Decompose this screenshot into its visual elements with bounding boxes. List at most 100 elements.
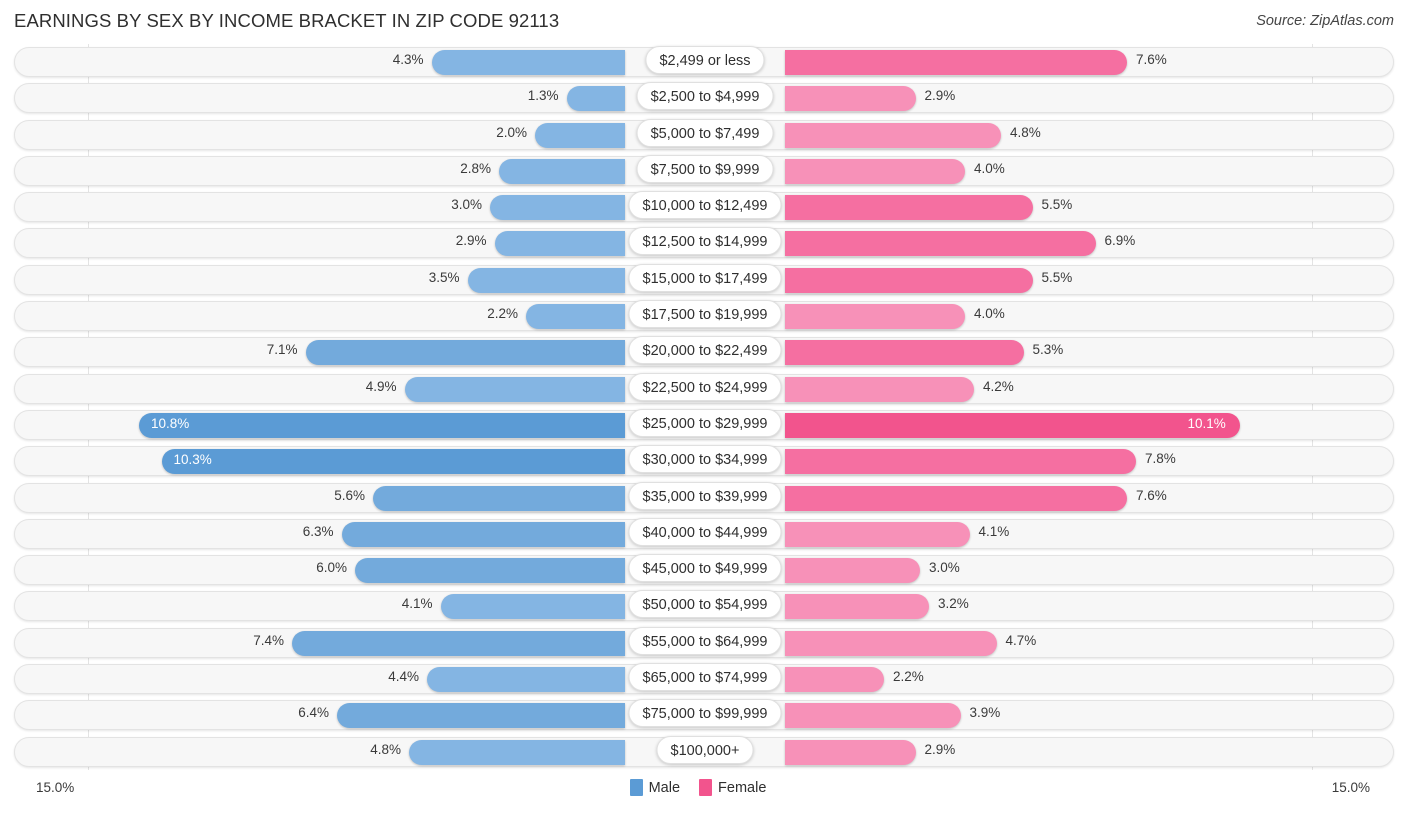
value-label-female: 5.3%: [1032, 342, 1064, 358]
bar-female[interactable]: [785, 340, 1024, 366]
legend-label-female: Female: [718, 779, 767, 796]
bar-male[interactable]: [526, 304, 625, 330]
bar-male[interactable]: [355, 558, 625, 584]
bar-female[interactable]: [785, 703, 961, 729]
chart-row[interactable]: 4.9% 4.2% $22,500 to $24,999: [0, 371, 1406, 407]
bar-female[interactable]: [785, 449, 1136, 475]
diverging-bar-chart: 4.3% 7.6% $2,499 or less 1.3% 2.9% $2,500 to …: [0, 44, 1406, 770]
chart-row[interactable]: 10.8% 10.1% $25,000 to $29,999: [0, 407, 1406, 443]
value-label-female: 2.2%: [893, 669, 924, 685]
bar-female[interactable]: [785, 231, 1096, 257]
bar-male[interactable]: [409, 739, 625, 765]
chart-row[interactable]: 3.5% 5.5% $15,000 to $17,499: [0, 262, 1406, 298]
value-label-male: 4.3%: [392, 52, 424, 67]
bar-female[interactable]: [785, 667, 884, 693]
bar-female[interactable]: [785, 558, 920, 584]
value-label-male: 7.4%: [253, 632, 284, 648]
bracket-label: $55,000 to $64,999: [628, 626, 782, 655]
bracket-label: $30,000 to $34,999: [628, 445, 782, 474]
bar-female[interactable]: [785, 122, 1001, 148]
chart-row[interactable]: 1.3% 2.9% $2,500 to $4,999: [0, 80, 1406, 116]
bracket-label: $5,000 to $7,499: [636, 118, 774, 147]
source-attribution: Source: ZipAtlas.com: [1256, 13, 1394, 29]
bar-male[interactable]: [535, 122, 625, 148]
bar-female[interactable]: [785, 376, 974, 402]
chart-row[interactable]: 10.3% 7.8% $30,000 to $34,999: [0, 443, 1406, 479]
bar-female[interactable]: [785, 267, 1033, 293]
chart-row[interactable]: 4.8% 2.9% $100,000+: [0, 734, 1406, 770]
bar-male[interactable]: [427, 667, 625, 693]
gridline: [1312, 44, 1313, 770]
bar-male[interactable]: [341, 521, 625, 547]
bar-female[interactable]: [785, 630, 997, 656]
chart-row[interactable]: 6.0% 3.0% $45,000 to $49,999: [0, 552, 1406, 588]
value-label-male: 6.0%: [316, 560, 347, 576]
bar-female[interactable]: [785, 195, 1033, 221]
bracket-label: $10,000 to $12,499: [628, 191, 782, 220]
bar-male[interactable]: [566, 86, 625, 112]
bar-female[interactable]: [785, 304, 965, 330]
bar-female[interactable]: [785, 485, 1127, 511]
value-label-male: 4.1%: [401, 596, 433, 612]
bracket-label: $100,000+: [656, 735, 754, 764]
bar-female[interactable]: [785, 521, 970, 547]
bar-male[interactable]: [490, 195, 625, 221]
value-label-female: 5.5%: [1041, 269, 1073, 285]
bar-female[interactable]: [785, 739, 916, 765]
chart-row[interactable]: 2.9% 6.9% $12,500 to $14,999: [0, 225, 1406, 261]
bar-male[interactable]: [373, 485, 625, 511]
chart-row[interactable]: 2.8% 4.0% $7,500 to $9,999: [0, 153, 1406, 189]
bar-female[interactable]: [785, 158, 965, 184]
bracket-label: $17,500 to $19,999: [628, 300, 782, 329]
bracket-label: $50,000 to $54,999: [628, 590, 782, 619]
chart-row[interactable]: 4.3% 7.6% $2,499 or less: [0, 44, 1406, 80]
bracket-label: $40,000 to $44,999: [628, 517, 782, 546]
value-label-female: 2.9%: [924, 88, 956, 104]
bar-female[interactable]: [785, 412, 1240, 438]
value-label-male: 10.3%: [173, 452, 212, 468]
value-label-male: 4.9%: [365, 378, 397, 394]
bar-male[interactable]: [494, 231, 625, 257]
chart-row[interactable]: 4.4% 2.2% $65,000 to $74,999: [0, 661, 1406, 697]
axis-label-right: 15.0%: [1331, 780, 1370, 795]
bar-male[interactable]: [404, 376, 625, 402]
bar-female[interactable]: [785, 594, 929, 620]
chart-header: EARNINGS BY SEX BY INCOME BRACKET IN ZIP…: [0, 0, 1406, 44]
chart-row[interactable]: 7.1% 5.3% $20,000 to $22,499: [0, 334, 1406, 370]
chart-row[interactable]: 7.4% 4.7% $55,000 to $64,999: [0, 625, 1406, 661]
value-label-male: 3.5%: [428, 269, 460, 285]
chart-row[interactable]: 6.4% 3.9% $75,000 to $99,999: [0, 697, 1406, 733]
bar-male[interactable]: [337, 703, 625, 729]
bar-male[interactable]: [431, 50, 625, 75]
value-label-male: 2.0%: [496, 124, 527, 140]
bar-male[interactable]: [305, 340, 625, 366]
bar-male[interactable]: [467, 267, 625, 293]
chart-row[interactable]: 6.3% 4.1% $40,000 to $44,999: [0, 516, 1406, 552]
value-label-female: 4.2%: [983, 378, 1014, 394]
value-label-male: 4.4%: [388, 669, 419, 685]
chart-row[interactable]: 5.6% 7.6% $35,000 to $39,999: [0, 480, 1406, 516]
value-label-female: 3.9%: [969, 705, 1001, 721]
chart-footer: 15.0% 15.0% Male Female: [0, 770, 1406, 813]
bar-male[interactable]: [499, 158, 625, 184]
legend-item-female[interactable]: Female: [699, 779, 766, 796]
value-label-female: 10.1%: [1187, 415, 1226, 431]
value-label-male: 2.8%: [460, 160, 491, 176]
bar-female[interactable]: [785, 50, 1127, 75]
bar-male[interactable]: [292, 630, 625, 656]
legend-swatch-female-icon: [699, 779, 713, 796]
bar-male[interactable]: [161, 449, 625, 475]
chart-row[interactable]: 4.1% 3.2% $50,000 to $54,999: [0, 588, 1406, 624]
legend-item-male[interactable]: Male: [629, 779, 680, 796]
chart-row[interactable]: 3.0% 5.5% $10,000 to $12,499: [0, 189, 1406, 225]
value-label-female: 7.8%: [1145, 451, 1176, 467]
chart-row[interactable]: 2.2% 4.0% $17,500 to $19,999: [0, 298, 1406, 334]
value-label-female: 2.9%: [924, 741, 956, 757]
value-label-male: 3.0%: [451, 197, 482, 213]
bar-male[interactable]: [440, 594, 625, 620]
bar-female[interactable]: [785, 86, 916, 112]
bar-male[interactable]: [139, 412, 625, 438]
bracket-label: $75,000 to $99,999: [628, 699, 782, 728]
value-label-female: 3.0%: [929, 560, 960, 576]
chart-row[interactable]: 2.0% 4.8% $5,000 to $7,499: [0, 117, 1406, 153]
